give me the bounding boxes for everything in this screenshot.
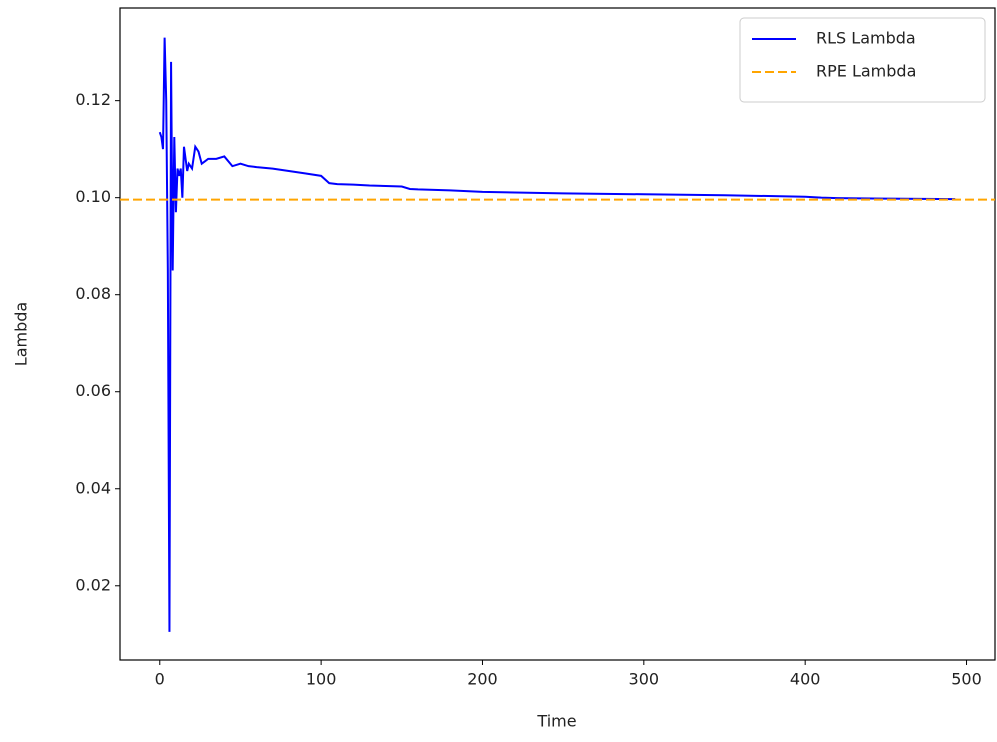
plot-frame: [119, 7, 996, 661]
y-tick-label: 0.10: [75, 187, 111, 206]
y-axis-label: Lambda: [12, 302, 31, 366]
y-tick-label: 0.04: [75, 478, 111, 497]
line-series: [158, 37, 956, 632]
y-tick-label: 0.06: [75, 381, 111, 400]
legend-box: [739, 17, 986, 103]
x-tick-label: 200: [467, 670, 498, 689]
x-tick-label: 100: [306, 670, 337, 689]
y-tick-label: 0.08: [75, 284, 111, 303]
x-axis-label: Time: [536, 712, 576, 731]
x-tick-label: 300: [629, 670, 660, 689]
y-tick-label: 0.12: [75, 90, 111, 109]
x-tick-label: 500: [951, 670, 982, 689]
legend-label: RLS Lambda: [816, 29, 916, 48]
x-tick-label: 400: [790, 670, 821, 689]
x-tick-label: 0: [155, 670, 165, 689]
legend-label: RPE Lambda: [816, 62, 916, 81]
y-tick-label: 0.02: [75, 575, 111, 594]
